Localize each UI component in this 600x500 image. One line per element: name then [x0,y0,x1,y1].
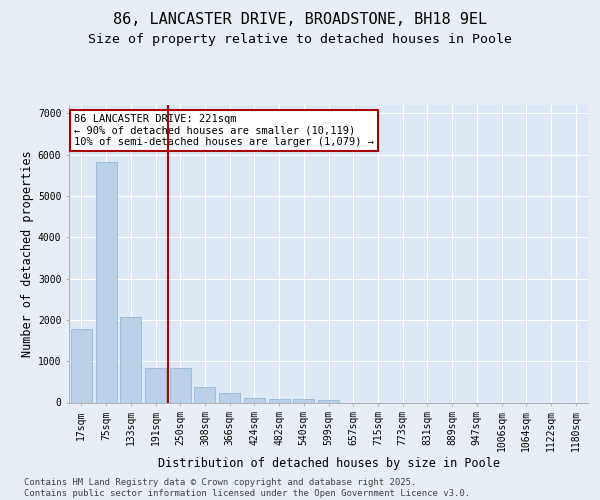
Bar [219,393,240,402]
Text: Contains HM Land Registry data © Crown copyright and database right 2025.
Contai: Contains HM Land Registry data © Crown c… [24,478,470,498]
Text: 86, LANCASTER DRIVE, BROADSTONE, BH18 9EL: 86, LANCASTER DRIVE, BROADSTONE, BH18 9E… [113,12,487,28]
Bar [71,328,92,402]
Bar [244,398,265,402]
X-axis label: Distribution of detached houses by size in Poole: Distribution of detached houses by size … [157,457,499,470]
Bar [269,399,290,402]
Bar [318,400,339,402]
Bar [170,368,191,402]
Y-axis label: Number of detached properties: Number of detached properties [20,150,34,357]
Text: 86 LANCASTER DRIVE: 221sqm
← 90% of detached houses are smaller (10,119)
10% of : 86 LANCASTER DRIVE: 221sqm ← 90% of deta… [74,114,374,147]
Bar [95,162,116,402]
Bar [293,399,314,402]
Bar [120,316,141,402]
Bar [145,368,166,402]
Bar [194,387,215,402]
Text: Size of property relative to detached houses in Poole: Size of property relative to detached ho… [88,32,512,46]
